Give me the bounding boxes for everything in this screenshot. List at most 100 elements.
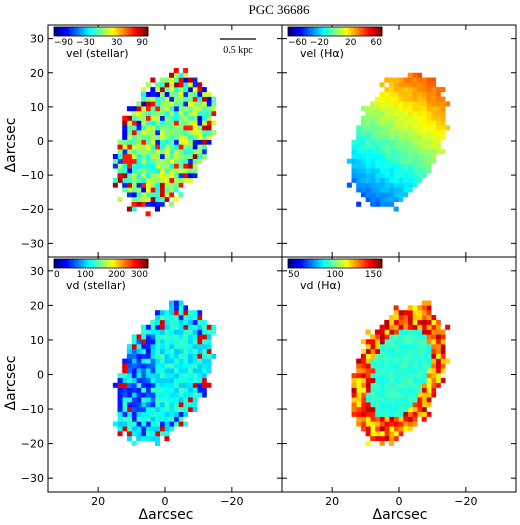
spaxel [407, 358, 413, 364]
spaxel [431, 348, 437, 354]
spaxel [197, 382, 203, 388]
spaxel [131, 196, 137, 202]
spaxel [187, 310, 193, 316]
spaxel [131, 153, 137, 159]
colorbar-segment [323, 259, 326, 268]
spaxel [178, 416, 184, 422]
spaxel [388, 315, 394, 321]
spaxel [421, 329, 427, 335]
spaxel [136, 139, 142, 145]
spaxel [351, 158, 357, 164]
spaxel [374, 182, 380, 188]
spaxel [169, 106, 175, 112]
spaxel [393, 377, 399, 383]
spaxel [169, 392, 175, 398]
spaxel [440, 115, 446, 121]
spaxel [393, 87, 399, 93]
spaxel [426, 382, 432, 388]
spaxel [131, 182, 137, 188]
spaxel [370, 182, 376, 188]
spaxel [426, 106, 432, 112]
spaxel [356, 421, 362, 427]
spaxel [159, 192, 165, 198]
spaxel [164, 358, 170, 364]
colorbar-segment [97, 27, 100, 36]
spaxel [412, 110, 418, 117]
colorbar-segment [114, 27, 117, 36]
colorbar-segment [81, 259, 84, 268]
spaxel [379, 431, 385, 437]
colorbar-frame [287, 26, 383, 37]
colorbar-segment [102, 259, 106, 268]
spaxel [374, 363, 380, 369]
spaxel [412, 310, 418, 316]
spaxel [159, 173, 165, 179]
spaxel [393, 149, 399, 155]
spaxel [398, 431, 404, 437]
spaxel [206, 358, 212, 364]
spaxel [412, 305, 418, 311]
spaxel [374, 158, 380, 164]
spaxel [192, 139, 198, 145]
spaxel [145, 368, 151, 374]
spaxel [183, 153, 189, 159]
spaxel [379, 196, 385, 202]
spaxel [403, 130, 409, 136]
spaxel [393, 134, 399, 140]
spaxel [140, 397, 146, 403]
spaxel [187, 77, 193, 83]
spaxel [365, 368, 371, 374]
spaxel [370, 106, 376, 112]
spaxel [412, 315, 418, 321]
spaxel [412, 353, 418, 359]
colorbar-segment [71, 259, 74, 268]
spaxel [192, 115, 198, 121]
spaxel [384, 353, 390, 359]
spaxel [384, 120, 390, 126]
spaxel [421, 358, 427, 364]
colorbar-segment [138, 27, 141, 36]
spaxel [169, 173, 175, 179]
spaxel [346, 158, 352, 164]
spaxel [360, 173, 366, 179]
spaxel [360, 421, 366, 427]
spaxel [388, 110, 394, 117]
spaxel [379, 115, 385, 121]
spaxel [169, 348, 175, 354]
spaxel [192, 373, 198, 379]
spaxel [150, 182, 156, 188]
spaxel [374, 120, 380, 126]
spaxel [131, 192, 137, 198]
x-tick-label: 0 [162, 495, 169, 508]
spaxel [403, 397, 409, 403]
spaxel [183, 358, 189, 364]
spaxel [122, 377, 128, 383]
spaxel [356, 168, 362, 174]
spaxel [159, 368, 165, 374]
spaxel [403, 101, 409, 107]
spaxel [365, 426, 371, 432]
spaxel [393, 315, 399, 321]
spaxel [178, 319, 184, 325]
spaxel [370, 373, 376, 379]
spaxel [365, 416, 371, 422]
spaxel [131, 187, 137, 193]
spaxel [169, 397, 175, 403]
spaxel [187, 406, 193, 413]
spaxel [154, 187, 160, 193]
spaxel [169, 334, 175, 340]
spaxel [384, 144, 390, 150]
spaxel [412, 377, 418, 383]
spaxel [159, 115, 165, 121]
spaxel [417, 315, 423, 321]
spaxel [426, 411, 432, 417]
spaxel [370, 344, 376, 350]
spaxel [145, 144, 151, 150]
spaxel [173, 196, 179, 202]
spaxel [122, 115, 128, 121]
spaxel [431, 144, 437, 150]
spaxel [131, 125, 137, 131]
spaxel [412, 358, 418, 364]
spaxel [379, 106, 385, 112]
spaxel [421, 120, 427, 126]
